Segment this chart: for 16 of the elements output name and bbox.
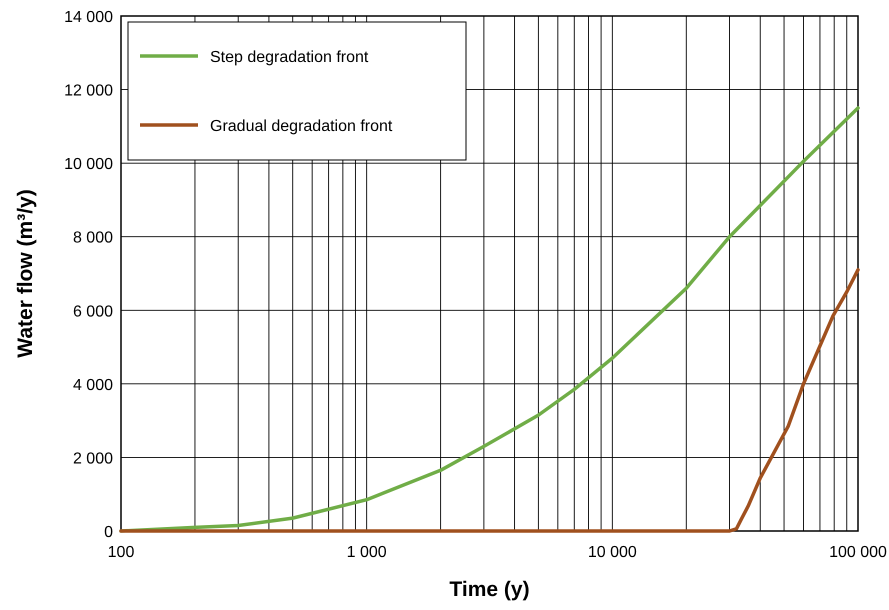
y-tick-label: 14 000 (64, 9, 114, 26)
y-axis-title: Water flow (m³/y) (14, 189, 37, 358)
x-tick-label: 1 000 (346, 544, 387, 561)
y-tick-label: 8 000 (72, 230, 114, 247)
x-tick-label: 100 (108, 544, 134, 561)
y-tick-label: 0 (104, 524, 114, 541)
legend-label: Gradual degradation front (210, 118, 393, 135)
x-axis-title: Time (y) (449, 578, 530, 601)
y-tick-label: 6 000 (72, 303, 114, 320)
y-tick-label: 2 000 (72, 450, 114, 468)
legend-label: Step degradation front (210, 49, 369, 66)
y-tick-label: 10 000 (64, 156, 114, 174)
x-tick-label: 10 000 (588, 544, 637, 561)
y-tick-label: 4 000 (72, 376, 114, 394)
x-tick-label: 100 000 (829, 544, 888, 561)
y-tick-label: 12 000 (64, 82, 114, 100)
